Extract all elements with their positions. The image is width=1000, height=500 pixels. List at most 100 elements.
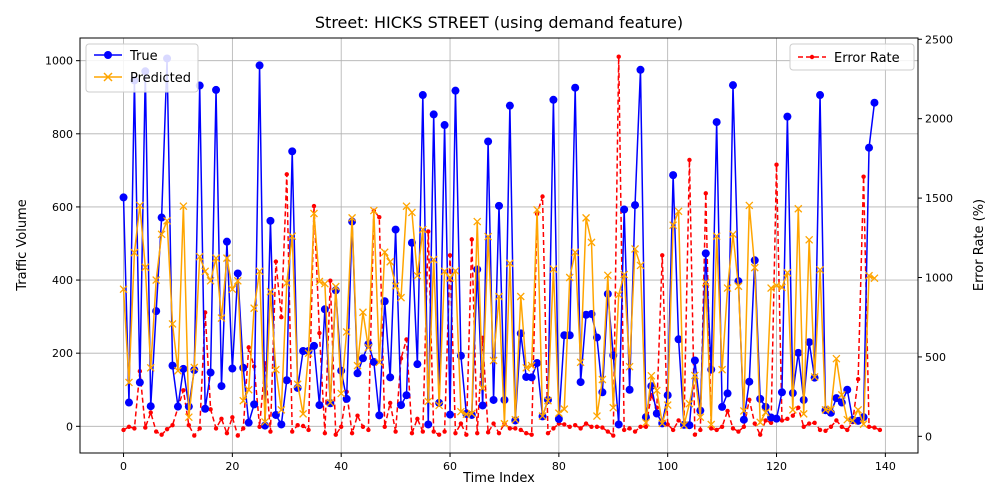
point-true — [777, 388, 786, 397]
point-predicted — [620, 270, 629, 279]
point-true — [124, 398, 133, 407]
point-error-rate — [687, 157, 692, 163]
point-true — [805, 338, 814, 347]
point-error-rate — [823, 428, 828, 433]
point-error-rate — [469, 237, 474, 242]
point-predicted — [571, 248, 580, 257]
point-error-rate — [676, 418, 681, 423]
point-predicted — [320, 279, 329, 288]
point-predicted — [130, 248, 139, 257]
point-error-rate — [360, 424, 366, 429]
point-error-rate — [605, 429, 611, 434]
point-error-rate — [812, 420, 817, 426]
legend-predicted-label: Predicted — [130, 71, 191, 86]
point-predicted — [413, 271, 422, 280]
point-predicted — [386, 257, 395, 266]
point-error-rate — [485, 430, 491, 435]
point-true — [723, 389, 732, 398]
point-error-rate — [387, 400, 393, 406]
y-axis-right: 0 500 1000 1500 2000 2500 — [918, 33, 953, 443]
y2-tick-label: 1500 — [925, 192, 953, 205]
point-error-rate — [409, 430, 415, 436]
point-error-rate — [725, 408, 730, 414]
point-error-rate — [545, 430, 551, 436]
point-true — [266, 216, 275, 225]
point-predicted — [723, 284, 732, 293]
point-predicted — [119, 285, 128, 294]
point-true — [625, 385, 634, 394]
point-error-rate — [785, 416, 790, 422]
y-tick-label: 200 — [52, 347, 73, 360]
point-predicted — [505, 259, 514, 268]
point-predicted — [712, 232, 721, 241]
point-predicted — [244, 385, 253, 394]
legend-right: Error Rate — [789, 43, 915, 71]
point-predicted — [865, 271, 873, 280]
point-error-rate — [279, 315, 284, 320]
point-true — [794, 348, 803, 357]
point-predicted — [636, 261, 645, 270]
point-error-rate — [186, 423, 192, 428]
point-predicted — [832, 354, 841, 363]
point-predicted — [799, 409, 808, 418]
point-predicted — [304, 349, 313, 358]
point-error-rate — [268, 429, 273, 434]
point-error-rate — [839, 424, 845, 429]
legend-left-box — [85, 43, 199, 93]
point-predicted — [364, 343, 373, 352]
point-predicted — [456, 407, 465, 416]
point-true — [631, 201, 640, 210]
point-error-rate — [306, 427, 311, 433]
point-predicted — [429, 255, 438, 264]
point-error-rate — [420, 429, 426, 434]
point-true — [712, 118, 721, 127]
point-true — [397, 401, 406, 410]
point-true — [386, 373, 395, 382]
point-predicted — [451, 266, 460, 275]
point-predicted — [516, 292, 525, 301]
y-axis-left: 0 200 400 600 800 1000 — [45, 55, 80, 433]
point-predicted — [652, 386, 661, 395]
point-predicted — [854, 405, 863, 414]
point-true — [228, 364, 237, 373]
point-error-rate — [621, 427, 627, 433]
point-predicted — [184, 413, 193, 422]
point-error-rate — [747, 397, 752, 402]
point-predicted — [647, 371, 656, 380]
point-error-rate — [447, 253, 453, 258]
point-error-rate — [219, 416, 224, 422]
x-tick-label: 120 — [766, 460, 787, 473]
point-error-rate — [616, 54, 621, 59]
y2-tick-label: 0 — [925, 430, 932, 443]
point-predicted — [125, 378, 133, 387]
point-true — [369, 357, 378, 366]
point-true — [500, 395, 509, 404]
point-predicted — [560, 405, 569, 414]
point-predicted — [473, 217, 482, 226]
point-predicted — [674, 207, 683, 216]
series-error-rate — [121, 54, 883, 438]
point-error-rate — [578, 426, 583, 431]
point-true — [495, 201, 503, 210]
legend-left: True Predicted — [85, 43, 199, 93]
legend-true-marker — [104, 51, 112, 59]
point-error-rate — [377, 214, 382, 220]
point-error-rate — [393, 429, 398, 434]
point-predicted — [538, 412, 547, 421]
point-error-rate — [529, 432, 534, 437]
point-predicted — [484, 232, 493, 241]
x-axis: 0 20 40 60 80 100 120 140 — [120, 453, 896, 473]
point-predicted — [157, 230, 166, 239]
point-error-rate — [415, 416, 420, 422]
point-true — [244, 418, 253, 427]
point-predicted — [146, 363, 155, 372]
point-predicted — [201, 267, 210, 276]
point-predicted — [767, 284, 776, 293]
point-predicted — [511, 415, 520, 424]
point-error-rate — [736, 429, 741, 434]
point-predicted — [179, 202, 188, 211]
point-true — [217, 382, 226, 391]
point-true — [358, 354, 367, 363]
point-predicted — [152, 276, 161, 285]
point-predicted — [271, 365, 280, 374]
